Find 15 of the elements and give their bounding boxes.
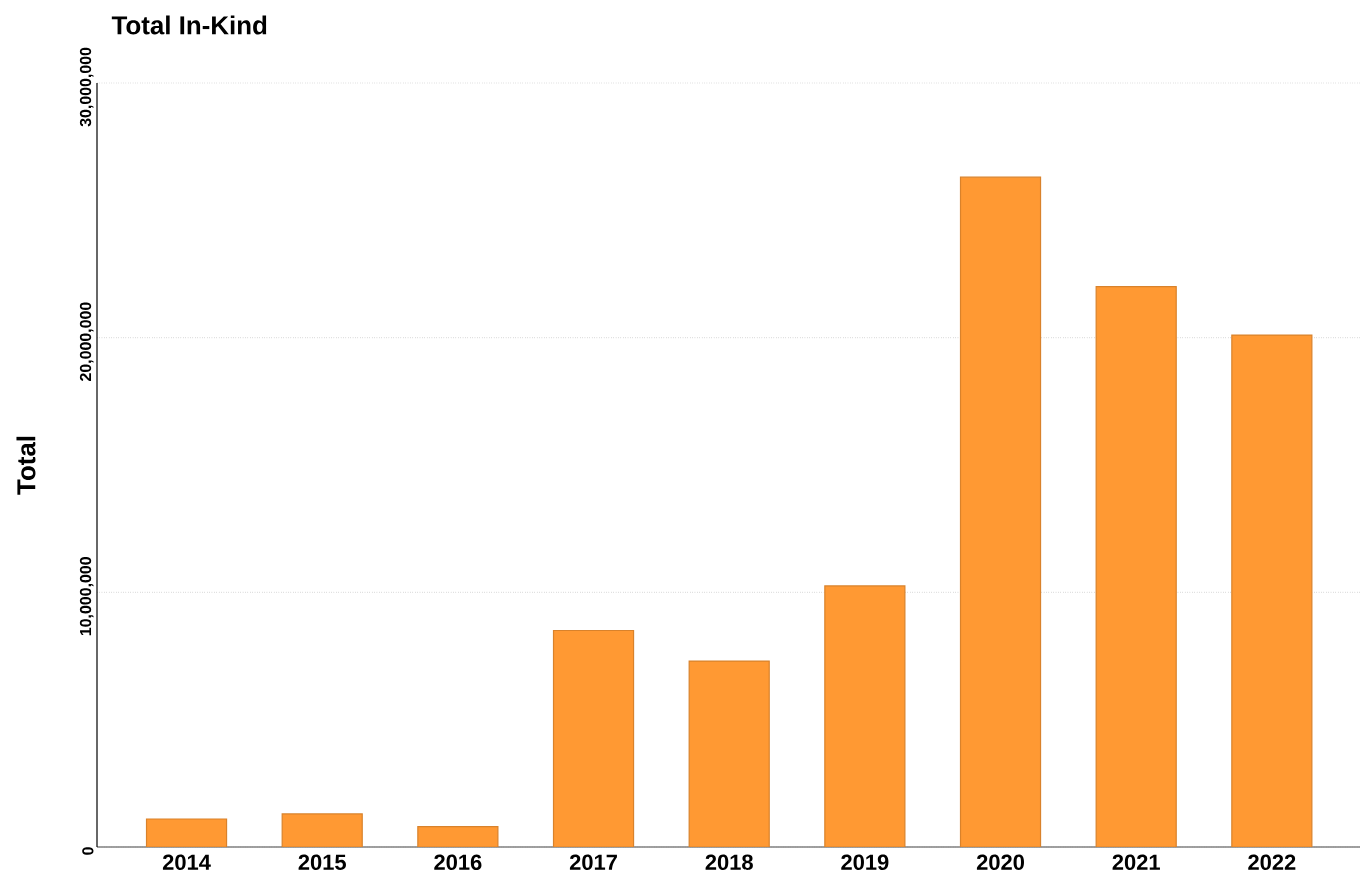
x-tick-label: 2019 — [841, 854, 889, 871]
chart-title: Total In-Kind — [111, 15, 267, 35]
y-tick-label: 10,000,000 — [79, 557, 94, 636]
x-tick-label: 2020 — [976, 854, 1024, 871]
x-tick-label: 2015 — [298, 854, 346, 871]
x-tick-label: 2022 — [1248, 854, 1296, 871]
x-tick-label: 2018 — [705, 854, 753, 871]
x-tick-label: 2016 — [434, 854, 482, 871]
y-axis-title: Total — [16, 436, 36, 495]
y-tick-label: 30,000,000 — [79, 47, 94, 127]
x-tick-label: 2017 — [569, 854, 617, 871]
y-tick-label: 0 — [82, 847, 94, 855]
x-tick-label: 2021 — [1112, 854, 1160, 871]
x-tick-label: 2014 — [162, 854, 211, 871]
y-tick-label: 20,000,000 — [79, 302, 94, 381]
